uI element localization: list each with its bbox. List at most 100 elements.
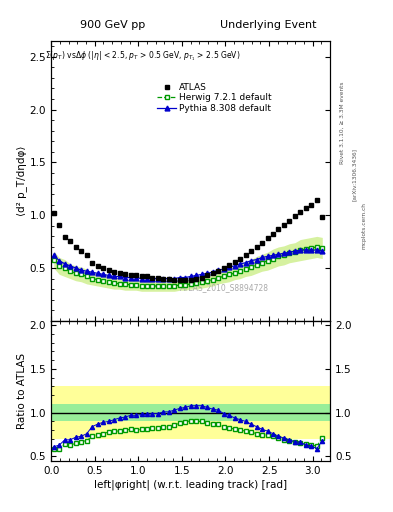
ATLAS xyxy=(128,272,133,279)
Pythia 8.308 default xyxy=(62,261,67,267)
Text: $\Sigma(p_T)$ vs$\Delta\phi$ ($|\eta|$ < 2.5, $p_T$ > 0.5 GeV, $p_{T_1}$ > 2.5 G: $\Sigma(p_T)$ vs$\Delta\phi$ ($|\eta|$ <… xyxy=(46,49,241,63)
ATLAS xyxy=(281,222,286,228)
Herwig 7.2.1 default xyxy=(320,245,325,251)
Pythia 8.308 default xyxy=(84,268,89,274)
Pythia 8.308 default xyxy=(194,272,198,279)
Herwig 7.2.1 default xyxy=(62,265,67,271)
Herwig 7.2.1 default xyxy=(232,270,237,276)
Pythia 8.308 default xyxy=(145,275,149,282)
Pythia 8.308 default xyxy=(73,265,78,271)
Legend: ATLAS, Herwig 7.2.1 default, Pythia 8.308 default: ATLAS, Herwig 7.2.1 default, Pythia 8.30… xyxy=(154,79,275,117)
ATLAS xyxy=(194,275,198,282)
Herwig 7.2.1 default xyxy=(221,273,226,280)
Pythia 8.308 default xyxy=(178,274,182,281)
Herwig 7.2.1 default xyxy=(156,283,160,289)
ATLAS xyxy=(57,222,62,228)
ATLAS xyxy=(216,268,220,274)
Herwig 7.2.1 default xyxy=(260,260,264,266)
Herwig 7.2.1 default xyxy=(194,280,198,286)
Herwig 7.2.1 default xyxy=(145,283,149,289)
Pythia 8.308 default xyxy=(205,270,209,276)
Pythia 8.308 default xyxy=(265,253,270,260)
Pythia 8.308 default xyxy=(188,273,193,280)
Herwig 7.2.1 default xyxy=(188,281,193,287)
Y-axis label: ⟨d² p_T/dηdφ⟩: ⟨d² p_T/dηdφ⟩ xyxy=(16,146,27,216)
Pythia 8.308 default xyxy=(309,247,314,253)
ATLAS xyxy=(150,274,155,281)
Herwig 7.2.1 default xyxy=(205,278,209,284)
ATLAS xyxy=(178,276,182,283)
Text: ATLAS_2010_S8894728: ATLAS_2010_S8894728 xyxy=(180,283,268,292)
Herwig 7.2.1 default xyxy=(139,283,144,289)
Pythia 8.308 default xyxy=(243,260,248,266)
Pythia 8.308 default xyxy=(95,270,100,276)
Herwig 7.2.1 default xyxy=(298,247,303,253)
Y-axis label: Ratio to ATLAS: Ratio to ATLAS xyxy=(17,353,27,429)
Pythia 8.308 default xyxy=(298,247,303,253)
Herwig 7.2.1 default xyxy=(183,282,187,288)
ATLAS xyxy=(101,265,105,271)
ATLAS xyxy=(123,271,127,278)
Pythia 8.308 default xyxy=(150,275,155,282)
Herwig 7.2.1 default xyxy=(303,246,308,252)
Herwig 7.2.1 default xyxy=(112,280,116,286)
ATLAS xyxy=(249,248,253,254)
Herwig 7.2.1 default xyxy=(172,283,177,289)
Herwig 7.2.1 default xyxy=(167,283,171,289)
ATLAS xyxy=(145,273,149,280)
Herwig 7.2.1 default xyxy=(161,283,166,289)
ATLAS xyxy=(167,275,171,282)
Pythia 8.308 default xyxy=(227,264,231,270)
Pythia 8.308 default xyxy=(139,275,144,282)
Herwig 7.2.1 default xyxy=(249,264,253,270)
Pythia 8.308 default xyxy=(199,271,204,278)
Herwig 7.2.1 default xyxy=(216,274,220,281)
Herwig 7.2.1 default xyxy=(57,263,62,269)
Herwig 7.2.1 default xyxy=(276,253,281,260)
Pythia 8.308 default xyxy=(167,275,171,282)
Herwig 7.2.1 default xyxy=(287,250,292,257)
ATLAS xyxy=(232,259,237,265)
Herwig 7.2.1 default xyxy=(68,268,73,274)
Pythia 8.308 default xyxy=(57,258,62,264)
Pythia 8.308 default xyxy=(320,248,325,254)
Pythia 8.308 default xyxy=(161,275,166,282)
Herwig 7.2.1 default xyxy=(271,255,275,262)
ATLAS xyxy=(172,276,177,283)
Pythia 8.308 default xyxy=(216,267,220,273)
Pythia 8.308 default xyxy=(276,251,281,258)
Herwig 7.2.1 default xyxy=(210,276,215,283)
Herwig 7.2.1 default xyxy=(106,279,111,285)
ATLAS xyxy=(139,273,144,280)
ATLAS xyxy=(84,252,89,259)
Pythia 8.308 default xyxy=(221,266,226,272)
Herwig 7.2.1 default xyxy=(134,282,138,288)
ATLAS xyxy=(210,270,215,276)
X-axis label: left|φright| (w.r.t. leading track) [rad]: left|φright| (w.r.t. leading track) [rad… xyxy=(94,480,287,490)
ATLAS xyxy=(90,260,95,266)
Herwig 7.2.1 default xyxy=(178,282,182,288)
ATLAS xyxy=(276,226,281,232)
ATLAS xyxy=(292,213,297,219)
Pythia 8.308 default xyxy=(123,274,127,281)
Herwig 7.2.1 default xyxy=(199,279,204,285)
Herwig 7.2.1 default xyxy=(84,273,89,280)
Herwig 7.2.1 default xyxy=(150,283,155,289)
Herwig 7.2.1 default xyxy=(117,281,122,287)
Text: [arXiv:1306.3436]: [arXiv:1306.3436] xyxy=(352,147,357,201)
Herwig 7.2.1 default xyxy=(128,282,133,288)
ATLAS xyxy=(320,215,325,221)
Pythia 8.308 default xyxy=(260,254,264,261)
ATLAS xyxy=(188,276,193,283)
Herwig 7.2.1 default xyxy=(227,271,231,278)
Herwig 7.2.1 default xyxy=(314,244,319,250)
ATLAS xyxy=(205,272,209,279)
Pythia 8.308 default xyxy=(112,273,116,280)
ATLAS xyxy=(134,272,138,279)
Pythia 8.308 default xyxy=(134,274,138,281)
ATLAS xyxy=(265,236,270,242)
ATLAS xyxy=(309,202,314,208)
Herwig 7.2.1 default xyxy=(90,275,95,282)
Herwig 7.2.1 default xyxy=(238,268,242,274)
Pythia 8.308 default xyxy=(254,257,259,263)
